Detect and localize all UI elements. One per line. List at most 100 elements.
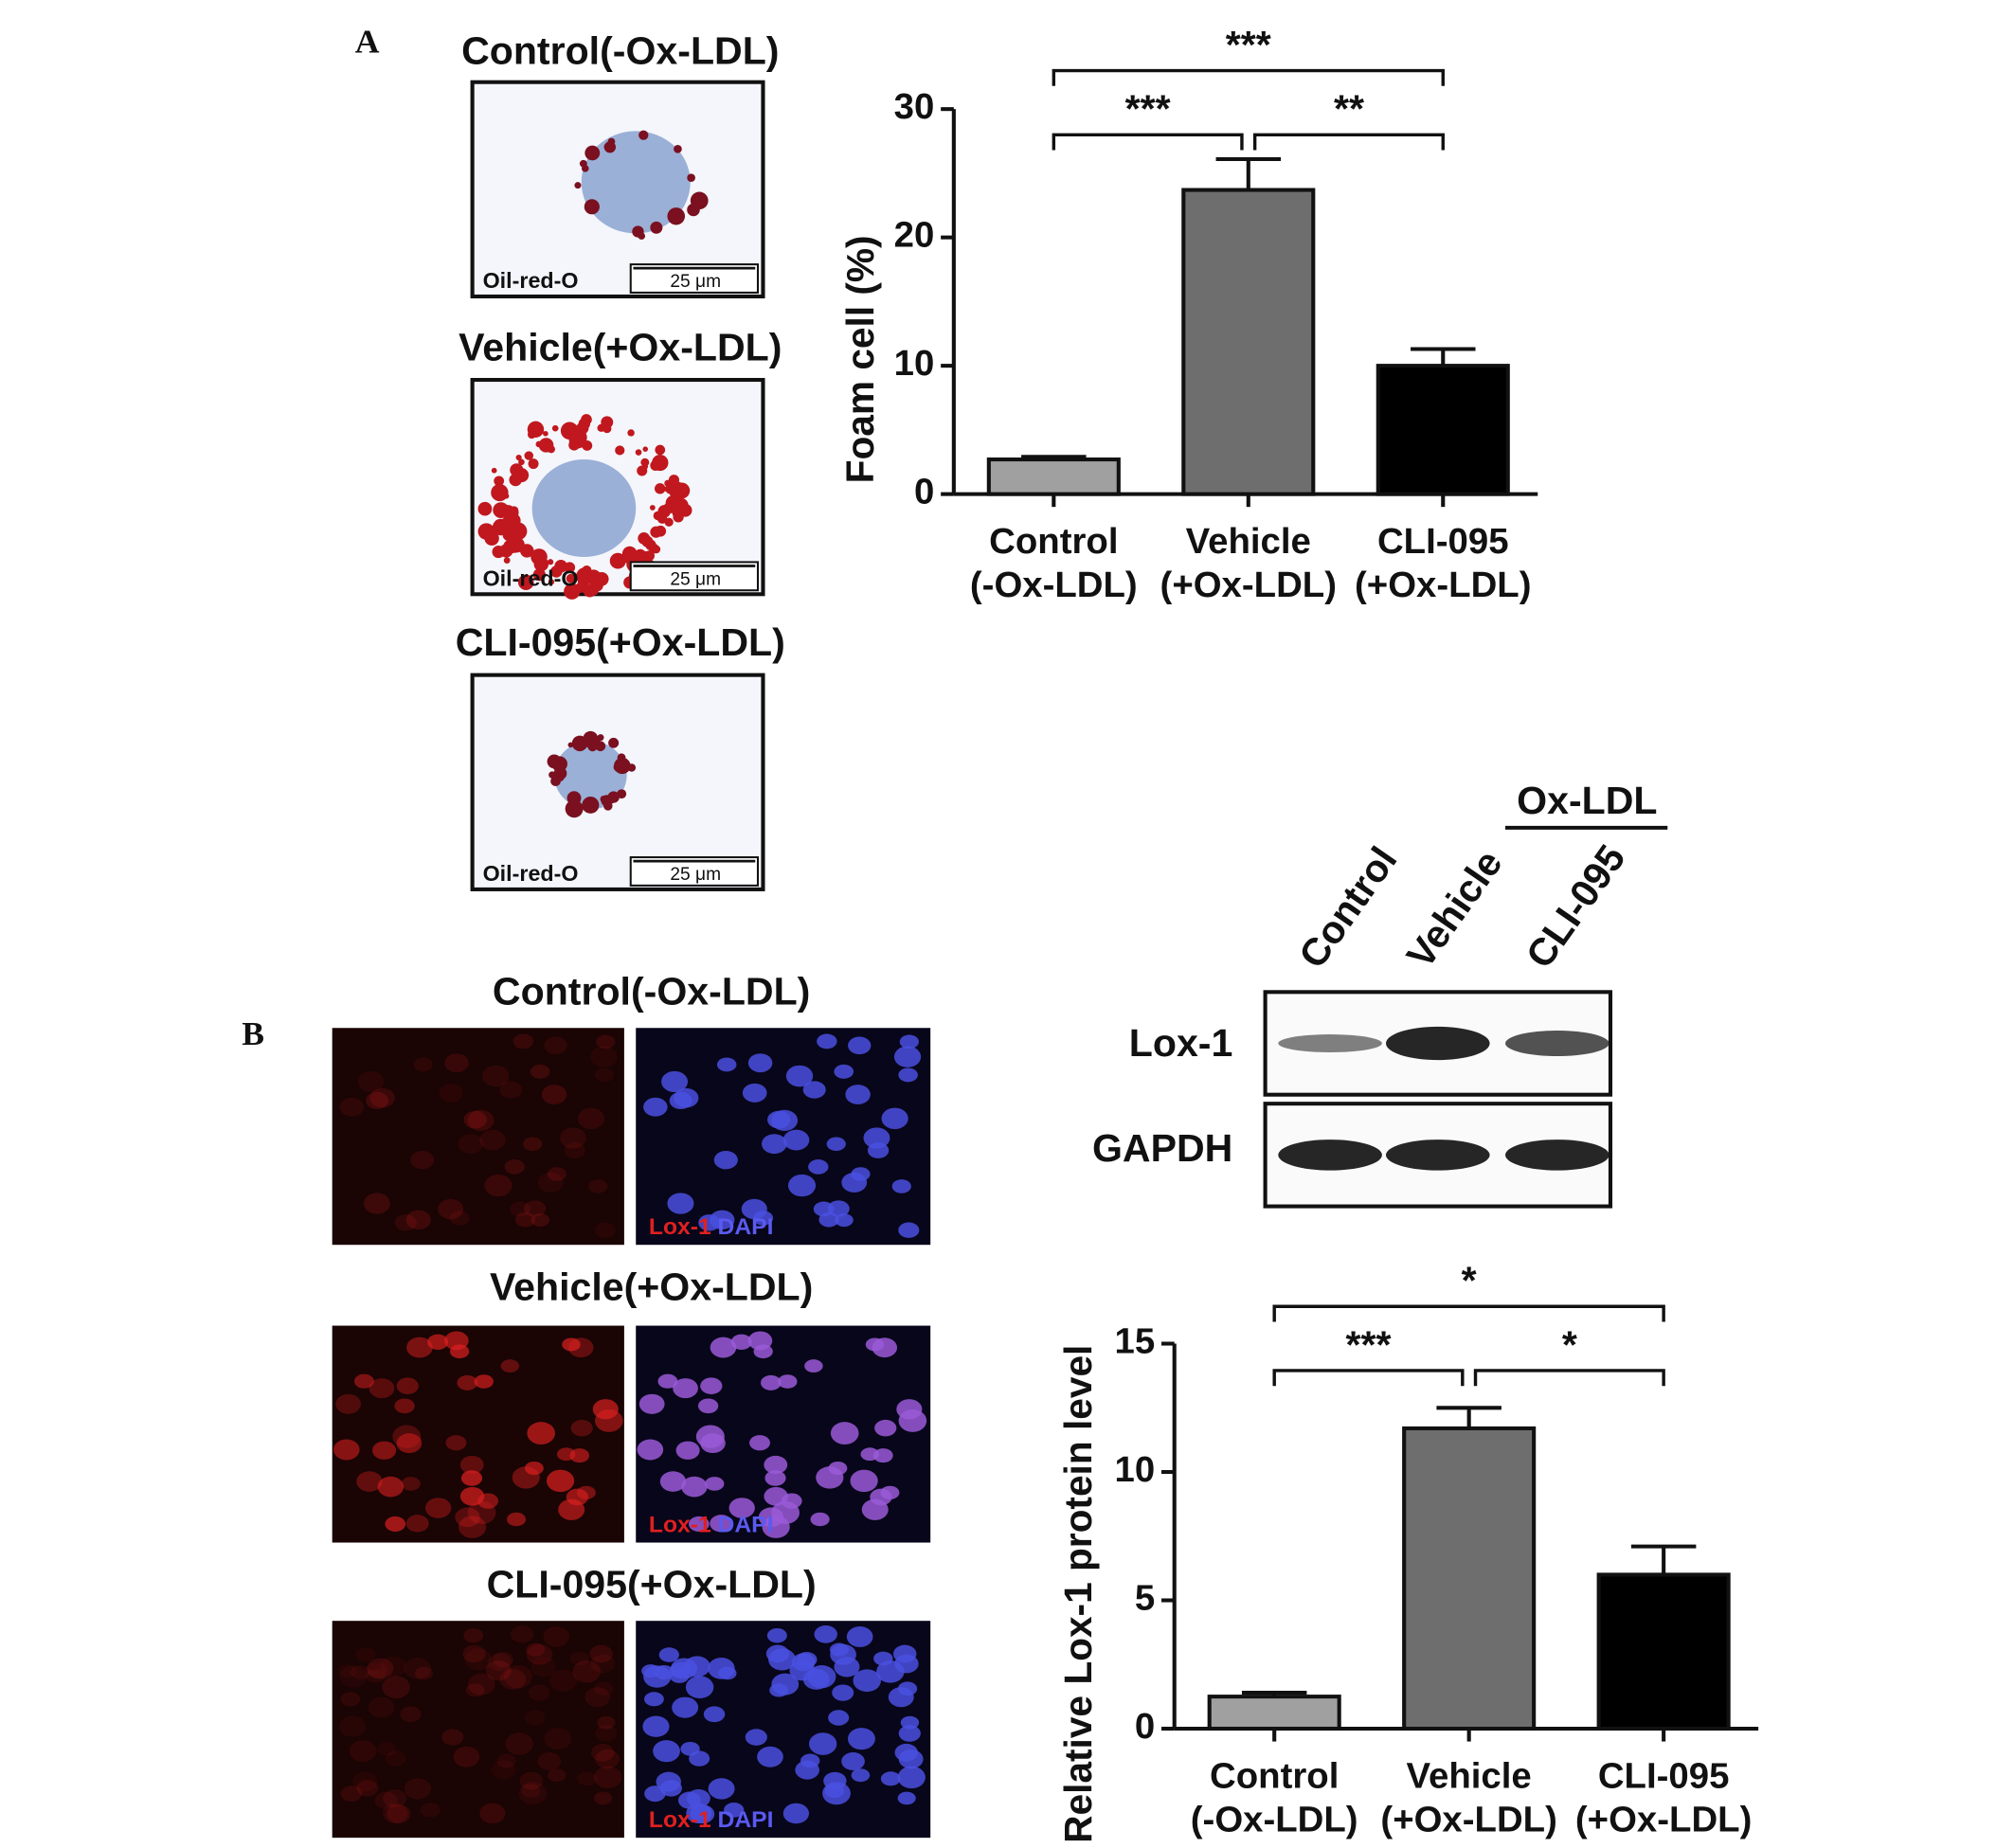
nucleus-red [519, 1771, 544, 1790]
nucleus-blue [643, 1665, 672, 1688]
nucleus-blue [673, 1378, 698, 1399]
nucleus-red [514, 1211, 536, 1228]
lipid-droplet [491, 467, 497, 474]
stain-label: Oil-red-O [483, 861, 579, 886]
nucleus-blue [846, 1626, 873, 1647]
nucleus-blue [898, 1068, 918, 1083]
lipid-droplet [667, 207, 686, 225]
nucleus-red [377, 1476, 405, 1498]
lipid-droplet [581, 414, 592, 425]
nucleus-red [547, 1167, 567, 1181]
lipid-droplet [603, 142, 613, 152]
lipid-droplet [650, 221, 663, 234]
nucleus-red [369, 1087, 395, 1108]
nucleus-blue [764, 1470, 786, 1486]
nucleus-red [401, 1477, 421, 1491]
lipid-droplet [668, 481, 686, 499]
fluor-red [332, 1028, 624, 1246]
image-title: Control(-Ox-LDL) [461, 29, 779, 73]
nucleus-blue [708, 1778, 735, 1800]
nucleus-blue [781, 1493, 802, 1509]
lipid-droplet [608, 737, 620, 748]
nucleus-red [453, 1746, 480, 1767]
fluor-red [332, 1621, 624, 1839]
nucleus-red [530, 1657, 556, 1678]
nucleus-blue [742, 1083, 767, 1103]
nucleus-blue [710, 1337, 737, 1358]
nucleus-red [396, 1433, 423, 1454]
nucleus-blue [800, 1753, 820, 1768]
nucleus-blue [888, 1687, 914, 1708]
lipid-droplet [601, 416, 614, 429]
image-title: Vehicle(+Ox-LDL) [490, 1265, 813, 1309]
lipid-droplet [518, 458, 525, 466]
nucleus-blue [708, 1658, 735, 1679]
channel-label: DAPI [718, 1214, 774, 1240]
nucleus-red [355, 1647, 376, 1662]
lipid-droplet [637, 465, 648, 476]
lipid-droplet [477, 501, 493, 516]
nucleus-blue [700, 1377, 723, 1394]
lipid-droplet [674, 144, 682, 153]
image-title: Control(-Ox-LDL) [493, 970, 810, 1014]
nucleus-blue [808, 1159, 829, 1175]
lipid-droplet [652, 454, 669, 472]
nucleus-red [485, 1660, 512, 1681]
nucleus-red [339, 1097, 365, 1117]
nucleus-blue [766, 1627, 787, 1643]
nucleus-blue [710, 1210, 735, 1230]
nucleus-blue [881, 1107, 908, 1130]
nucleus-red [588, 1179, 608, 1193]
nucleus-red [594, 1766, 622, 1789]
nucleus-blue [782, 1129, 810, 1151]
nucleus-red [458, 1516, 487, 1538]
nucleus-red [530, 1213, 550, 1228]
nucleus-blue [808, 1732, 837, 1755]
nucleus-blue [644, 1692, 664, 1707]
sig-label: *** [1346, 1323, 1392, 1367]
nucleus-blue [669, 1669, 690, 1683]
nucleus-blue [853, 1669, 881, 1693]
lipid-droplet [543, 430, 548, 437]
nucleus-red [589, 1644, 613, 1663]
sig-bracket [1272, 1369, 1465, 1387]
nucleus-blue [782, 1803, 809, 1824]
nucleus-red [504, 1159, 525, 1175]
nucleus-red [351, 1771, 378, 1792]
lipid-droplet [653, 511, 663, 521]
nucleus-blue [642, 1715, 670, 1737]
y-tick-label: 30 [894, 86, 935, 127]
nucleus-blue [824, 1784, 845, 1799]
nucleus-blue [769, 1683, 789, 1697]
lane-label: Control [1290, 839, 1406, 977]
nucleus-blue [898, 1222, 920, 1238]
nucleus-red [530, 1064, 550, 1079]
x-label-box: Vehicle (+Ox-LDL) [1160, 521, 1337, 604]
nucleus-red [559, 1127, 586, 1149]
lipid-droplet [572, 741, 579, 747]
nucleus-blue [841, 1752, 865, 1771]
nucleus-blue [703, 1706, 726, 1723]
panel-label: B [242, 1014, 264, 1052]
lipid-droplet [517, 574, 534, 590]
sig-bracket [1473, 1369, 1665, 1387]
lipid-droplet [589, 578, 603, 592]
nucleus-blue [848, 1036, 872, 1055]
nucleus-red [479, 1803, 506, 1824]
nucleus-red [467, 1109, 495, 1131]
lipid-droplet [548, 771, 556, 779]
nucleus-blue [810, 1512, 830, 1527]
nucleus-red [363, 1193, 390, 1214]
lipid-droplet [613, 763, 623, 772]
nucleus-red [482, 1065, 510, 1087]
nucleus-red [406, 1337, 433, 1358]
nucleus-red [366, 1091, 388, 1110]
lipid-droplet [634, 548, 646, 561]
channel-label: Lox-1 [649, 1512, 711, 1537]
nucleus-red [444, 1331, 469, 1351]
lipid-droplet [600, 795, 608, 803]
nucleus-blue [832, 1684, 854, 1701]
nucleus-blue [661, 1070, 689, 1093]
sig-label: ** [1334, 87, 1364, 131]
nucleus-blue [818, 1211, 839, 1228]
